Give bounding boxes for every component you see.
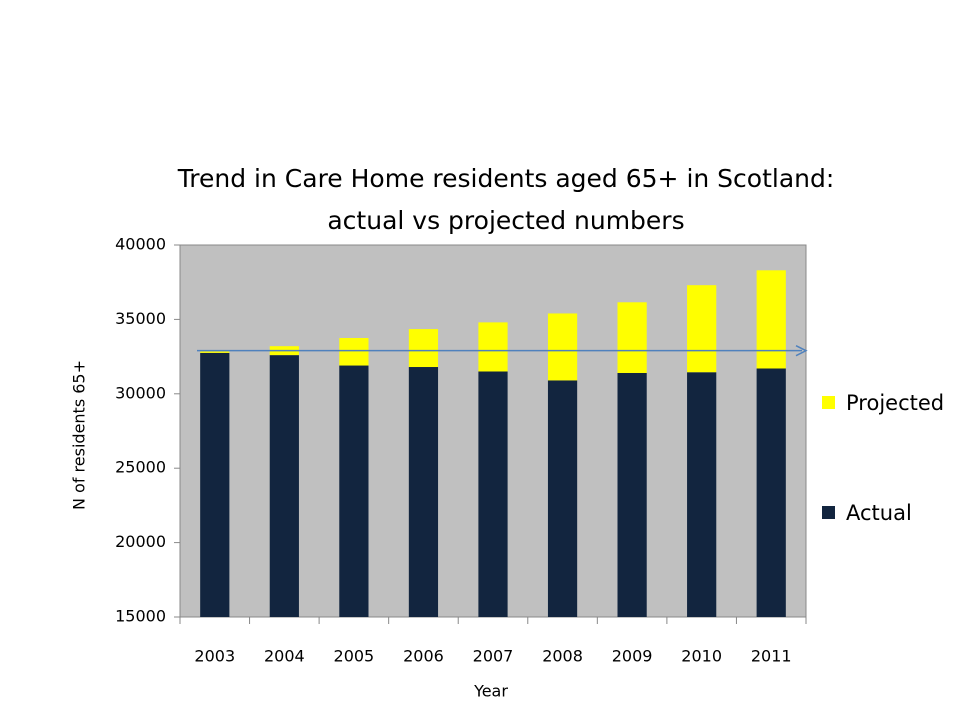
bar-segment [547, 313, 578, 381]
y-tick-label: 35000 [115, 309, 166, 328]
x-tick-label: 2011 [751, 647, 792, 666]
y-axis-label: N of residents 65+ [70, 360, 89, 510]
bar-segment [756, 368, 786, 617]
x-tick-label: 2009 [612, 647, 653, 666]
y-tick-label: 25000 [115, 458, 166, 477]
bar-segment [547, 380, 578, 617]
reference-arrowhead [795, 344, 808, 357]
y-tick-label: 30000 [115, 383, 166, 402]
bar-segment [339, 365, 369, 617]
x-tick-label: 2005 [334, 647, 375, 666]
y-tick-label: 40000 [115, 235, 166, 254]
x-tick-label: 2003 [194, 647, 235, 666]
bar-segment [339, 338, 369, 366]
legend-label: Projected [846, 391, 944, 415]
bar-segment [269, 355, 299, 617]
x-tick-label: 2006 [403, 647, 444, 666]
legend-swatch [822, 506, 835, 519]
bar-segment [617, 372, 647, 617]
x-tick-label: 2008 [542, 647, 583, 666]
bar-segment [687, 372, 717, 617]
y-tick-label: 15000 [115, 607, 166, 626]
bar-segment [756, 270, 786, 369]
bar-segment [687, 285, 717, 373]
bar-segment [200, 351, 230, 353]
chart-title: actual vs projected numbers [327, 206, 684, 235]
y-tick-label: 20000 [115, 532, 166, 551]
x-tick-label: 2004 [264, 647, 305, 666]
bar-segment [200, 352, 230, 617]
bar-segment [478, 371, 508, 617]
x-tick-label: 2007 [473, 647, 514, 666]
bar-segment [408, 329, 439, 368]
bar-segment [617, 302, 647, 373]
legend-label: Actual [846, 501, 912, 525]
x-axis-label: Year [473, 682, 508, 701]
legend-swatch [822, 396, 835, 409]
bar-segment [478, 322, 508, 372]
bar-segment [408, 367, 439, 617]
x-tick-label: 2010 [681, 647, 722, 666]
chart-title: Trend in Care Home residents aged 65+ in… [177, 164, 835, 193]
